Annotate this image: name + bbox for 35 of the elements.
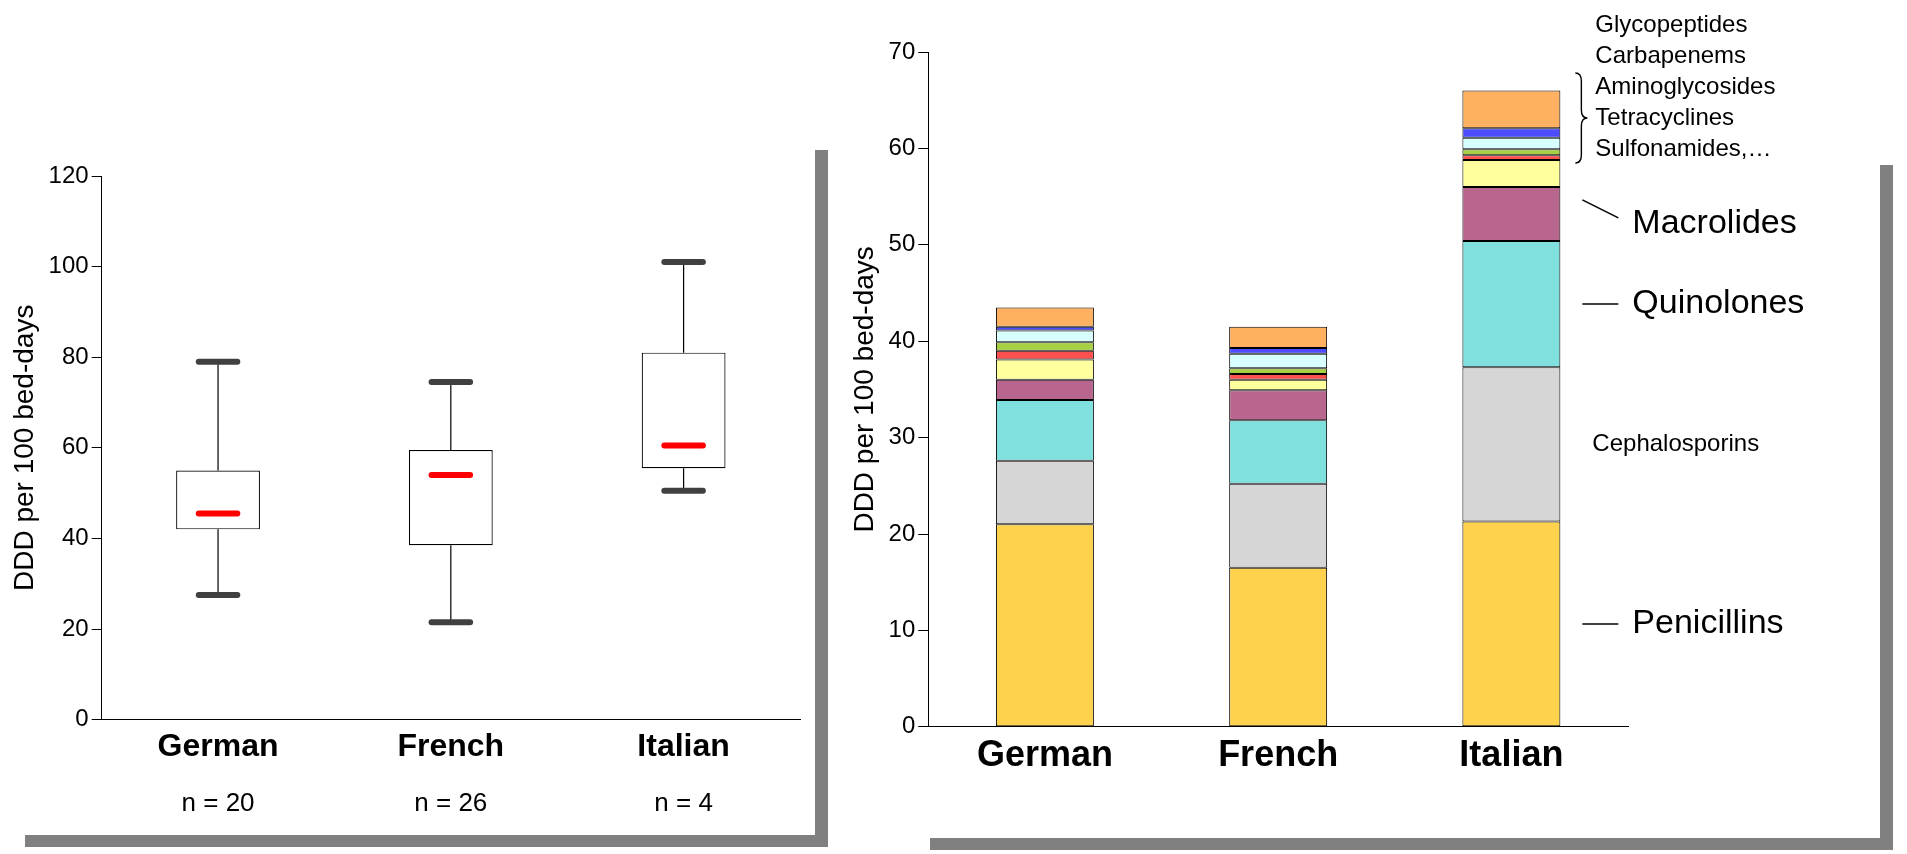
text: Glycopeptides (1595, 9, 1748, 37)
y-tick-label: 70 (888, 36, 916, 64)
y-tick-label: 60 (61, 432, 89, 460)
x-tick-label: Italian (637, 726, 730, 763)
y-tick-label: 20 (888, 518, 916, 546)
y-tick-label: 20 (61, 613, 89, 641)
text: Macrolides (1632, 202, 1797, 241)
y-tick-label: 40 (888, 325, 916, 353)
y-tick-label: 0 (75, 704, 89, 732)
y-tick-label: 10 (888, 615, 916, 643)
text: n = 4 (654, 787, 713, 818)
annotation: Aminoglycosides (1595, 71, 1776, 99)
annotation: Tetracyclines (1595, 102, 1735, 130)
x-tick-label: French (397, 726, 505, 763)
text: n = 26 (414, 787, 488, 818)
annotation: Carbapenems (1595, 40, 1747, 68)
y-tick-label: 120 (48, 160, 89, 188)
y-tick-label: 0 (901, 711, 916, 739)
y-tick-label: 100 (48, 251, 89, 279)
x-tick-label: Italian (1459, 733, 1564, 775)
y-tick-label: 80 (61, 341, 89, 369)
y-tick-label: 30 (888, 422, 916, 450)
x-tick-label: French (1218, 733, 1339, 775)
y-axis-title: DDD per 100 bed-days (847, 246, 879, 533)
text: n = 20 (181, 787, 255, 818)
text: Quinolones (1632, 282, 1805, 321)
annotation: Sulfonamides,… (1595, 133, 1772, 161)
y-axis-title: DDD per 100 bed-days (7, 304, 39, 591)
series-label: Cephalosporins (1592, 428, 1760, 456)
x-tick-label: German (976, 733, 1113, 775)
y-tick-label: 50 (888, 229, 916, 257)
y-tick-label: 40 (61, 523, 89, 551)
x-tick-label: German (157, 726, 279, 763)
text: Penicillins (1632, 602, 1784, 641)
y-tick-label: 60 (888, 133, 916, 161)
